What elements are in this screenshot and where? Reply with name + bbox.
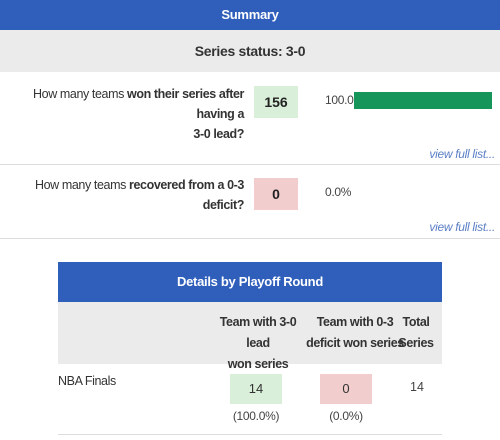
details-header: Details by Playoff Round xyxy=(58,262,442,302)
details-table: Details by Playoff Round Team with 3-0 l… xyxy=(58,262,442,435)
question-text: How many teams won their series after ha… xyxy=(0,84,244,144)
question-bold-line1: won their series after having a xyxy=(127,87,244,121)
column-header-line2: won series xyxy=(227,357,289,371)
question-prefix: How many teams xyxy=(33,87,128,101)
question-text: How many teams recovered from a 0-3 defi… xyxy=(0,175,244,215)
lead-won-percent: (100.0%) xyxy=(232,409,280,423)
column-header-lead-won: Team with 3-0 lead won series xyxy=(208,312,308,375)
total-series-value: 14 xyxy=(410,380,424,394)
question-bold-line2: 3-0 lead? xyxy=(193,127,244,141)
divider xyxy=(0,238,500,239)
column-header-line1: Team with 3-0 lead xyxy=(219,315,297,350)
column-header-line1: Team with 0-3 xyxy=(316,315,394,329)
column-header-line1: Total xyxy=(402,315,430,329)
count-box-won-after-lead: 156 xyxy=(254,86,298,118)
view-full-list-link[interactable]: view full list... xyxy=(429,220,495,234)
round-name: NBA Finals xyxy=(58,374,116,388)
lead-won-value-box: 14 xyxy=(230,374,282,404)
divider xyxy=(0,164,500,165)
details-column-headers: Team with 3-0 lead won series Team with … xyxy=(58,302,442,371)
table-row: NBA Finals 14 (100.0%) 0 (0.0%) 14 xyxy=(58,364,442,434)
view-full-list-link[interactable]: view full list... xyxy=(429,147,495,161)
column-header-line2: Series xyxy=(398,336,434,350)
percent-recovered-deficit: 0.0% xyxy=(325,185,352,199)
question-row-recovered-deficit: How many teams recovered from a 0-3 defi… xyxy=(0,165,500,239)
deficit-won-percent: (0.0%) xyxy=(329,409,363,423)
summary-header: Summary xyxy=(0,0,500,30)
column-header-deficit-won: Team with 0-3 deficit won series xyxy=(304,312,406,354)
table-bottom-divider xyxy=(58,434,442,435)
series-status-banner: Series status: 3-0 xyxy=(0,30,500,72)
question-prefix: How many teams xyxy=(34,178,130,192)
deficit-won-value-box: 0 xyxy=(320,374,372,404)
percent-bar-won-after-lead xyxy=(354,92,492,109)
question-bold: recovered from a 0-3 deficit? xyxy=(129,178,244,212)
column-header-line2: deficit won series xyxy=(306,336,404,350)
column-header-total: Total Series xyxy=(396,312,436,354)
count-box-recovered-deficit: 0 xyxy=(254,178,298,210)
question-row-won-after-lead: How many teams won their series after ha… xyxy=(0,72,500,166)
